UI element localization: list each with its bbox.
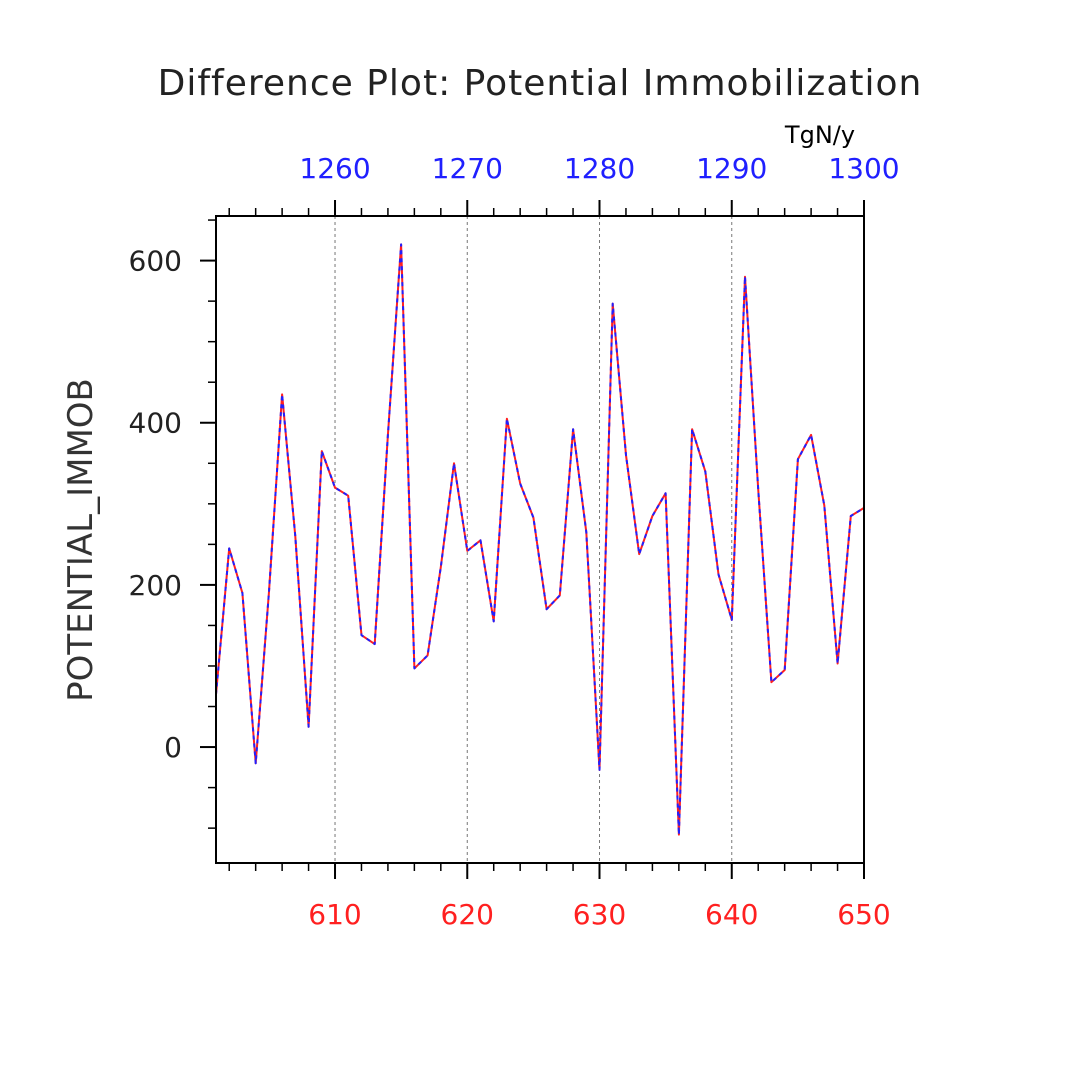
y-tick-label: 0 [164, 731, 182, 764]
y-tick-label: 600 [129, 245, 182, 278]
chart-units-label: TgN/y [784, 121, 855, 149]
series-line-2 [215, 243, 865, 836]
x-top-tick-label: 1260 [299, 152, 370, 185]
series-layer [215, 243, 865, 836]
chart-title: Difference Plot: Potential Immobilizatio… [158, 63, 923, 104]
plot-frame [215, 215, 865, 864]
x-bottom-tick-label: 640 [705, 898, 758, 931]
x-bottom-tick-label: 610 [308, 898, 361, 931]
y-tick-label: 200 [129, 569, 182, 602]
x-top-tick-label: 1270 [432, 152, 503, 185]
x-bottom-tick-label: 620 [441, 898, 494, 931]
x-top-tick-label: 1290 [696, 152, 767, 185]
axes-layer: 610 620 630 640 650 1260 1270 1280 1290 1300 0 200 4… [129, 152, 900, 931]
y-axis-label: POTENTIAL_IMMOB [61, 378, 101, 702]
x-bottom-tick-label: 650 [837, 898, 890, 931]
x-bottom-tick-label: 630 [573, 898, 626, 931]
x-top-tick-label: 1300 [828, 152, 899, 185]
y-tick-label: 400 [129, 407, 182, 440]
x-top-tick-label: 1280 [564, 152, 635, 185]
